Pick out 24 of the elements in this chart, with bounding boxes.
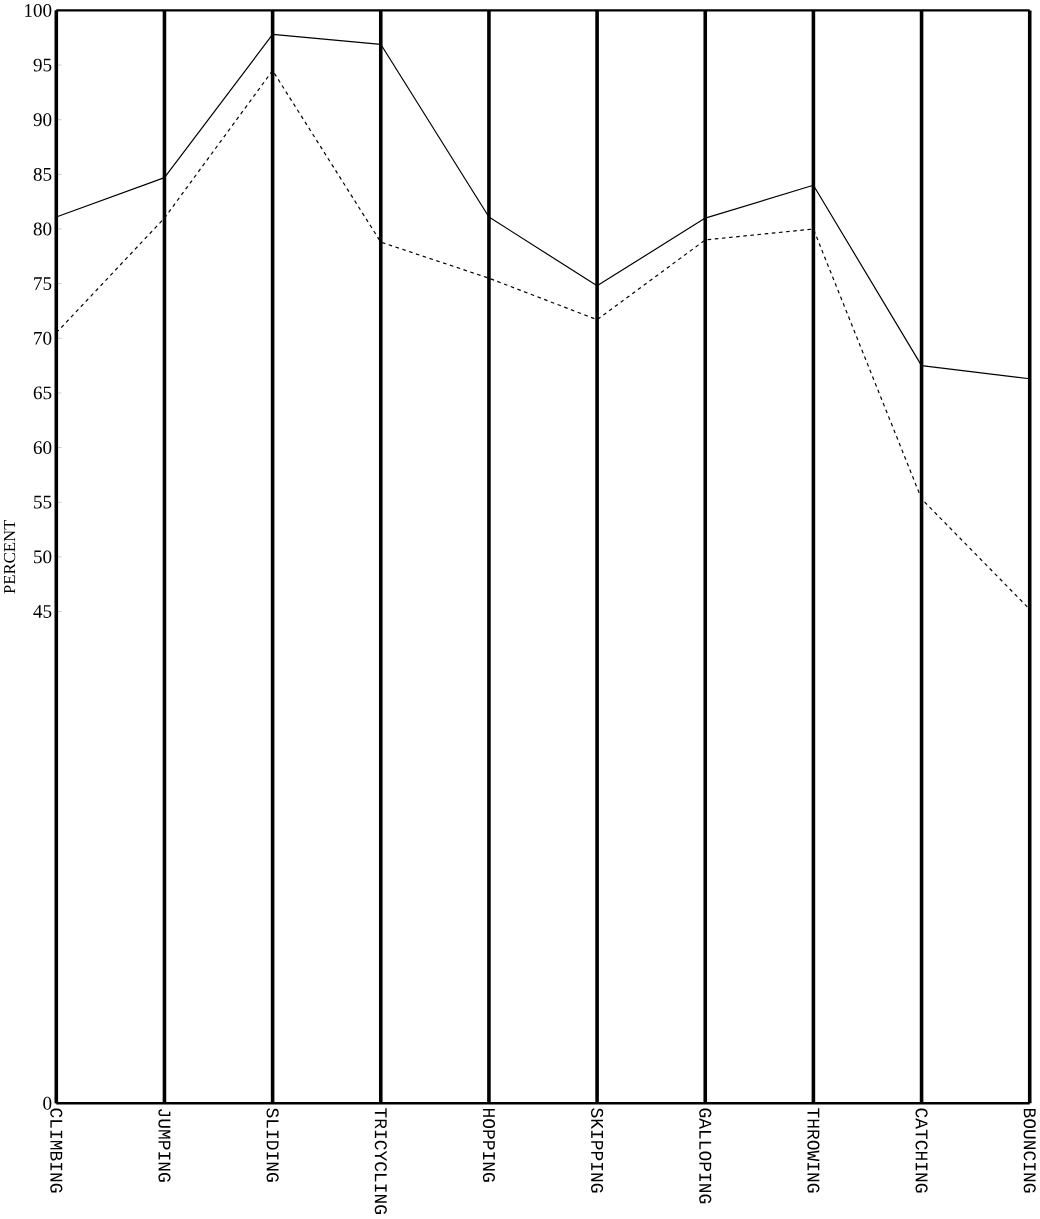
x-tick-label: TRICYCLING [374, 1108, 387, 1214]
x-tick-label: THROWING [807, 1108, 820, 1193]
y-tick-label: 70 [34, 331, 52, 345]
y-tick-label: 100 [25, 3, 52, 17]
x-tick-label: JUMPING [158, 1109, 171, 1182]
x-tick-label: CATCHING [915, 1108, 928, 1193]
y-tick-label: 60 [33, 441, 52, 455]
y-tick-label: 85 [33, 167, 52, 181]
y-tick-label: 50 [34, 550, 52, 564]
x-tick-label: GALLOPING [699, 1108, 712, 1204]
y-axis-title: PERCENT [4, 519, 16, 594]
y-tick-label: 65 [33, 386, 52, 400]
y-tick-label: 0 [43, 1096, 52, 1110]
x-tick-label: HOPPING [482, 1108, 496, 1182]
x-tick-label: SKIPPING [591, 1108, 604, 1193]
y-tick-label: 80 [33, 222, 52, 236]
y-tick-label: 45 [33, 605, 52, 618]
y-tick-label: 90 [33, 113, 52, 127]
y-tick-label: 75 [34, 277, 52, 290]
x-tick-label: SLIDING [266, 1108, 279, 1182]
x-tick-label: BOUNCING [1023, 1108, 1036, 1193]
y-tick-label: 95 [33, 58, 52, 72]
y-tick-label: 55 [34, 495, 52, 509]
x-tick-label: CLIMBING [50, 1108, 63, 1193]
